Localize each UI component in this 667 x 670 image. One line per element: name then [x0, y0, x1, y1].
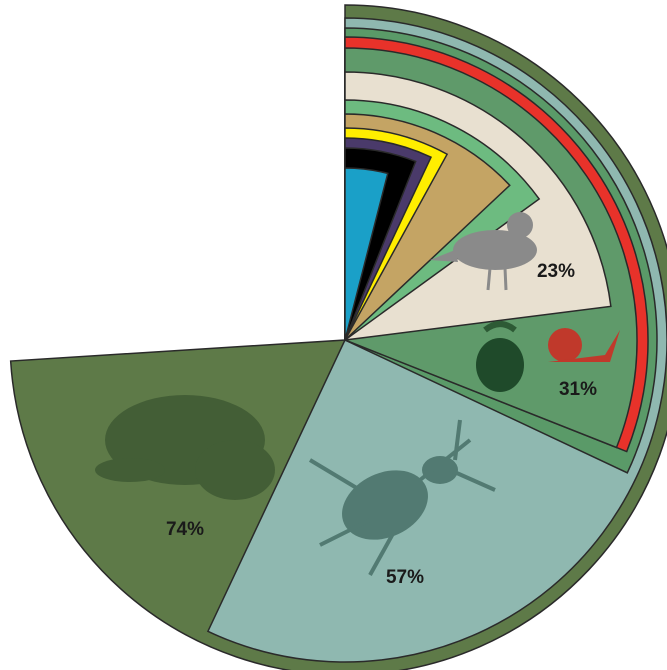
sector [344, 167, 389, 341]
value-label: 31% [559, 379, 597, 400]
value-label: 57% [386, 567, 424, 588]
bird-icon [430, 212, 537, 291]
value-label: 23% [537, 261, 575, 282]
icons [95, 212, 620, 576]
snail-icon [548, 328, 620, 362]
frog-icon [95, 395, 275, 500]
labels: 74% 57% 31% 23% [166, 261, 597, 588]
value-label: 74% [166, 519, 204, 540]
apple-icon [476, 321, 524, 392]
beetle-icon [308, 419, 496, 576]
